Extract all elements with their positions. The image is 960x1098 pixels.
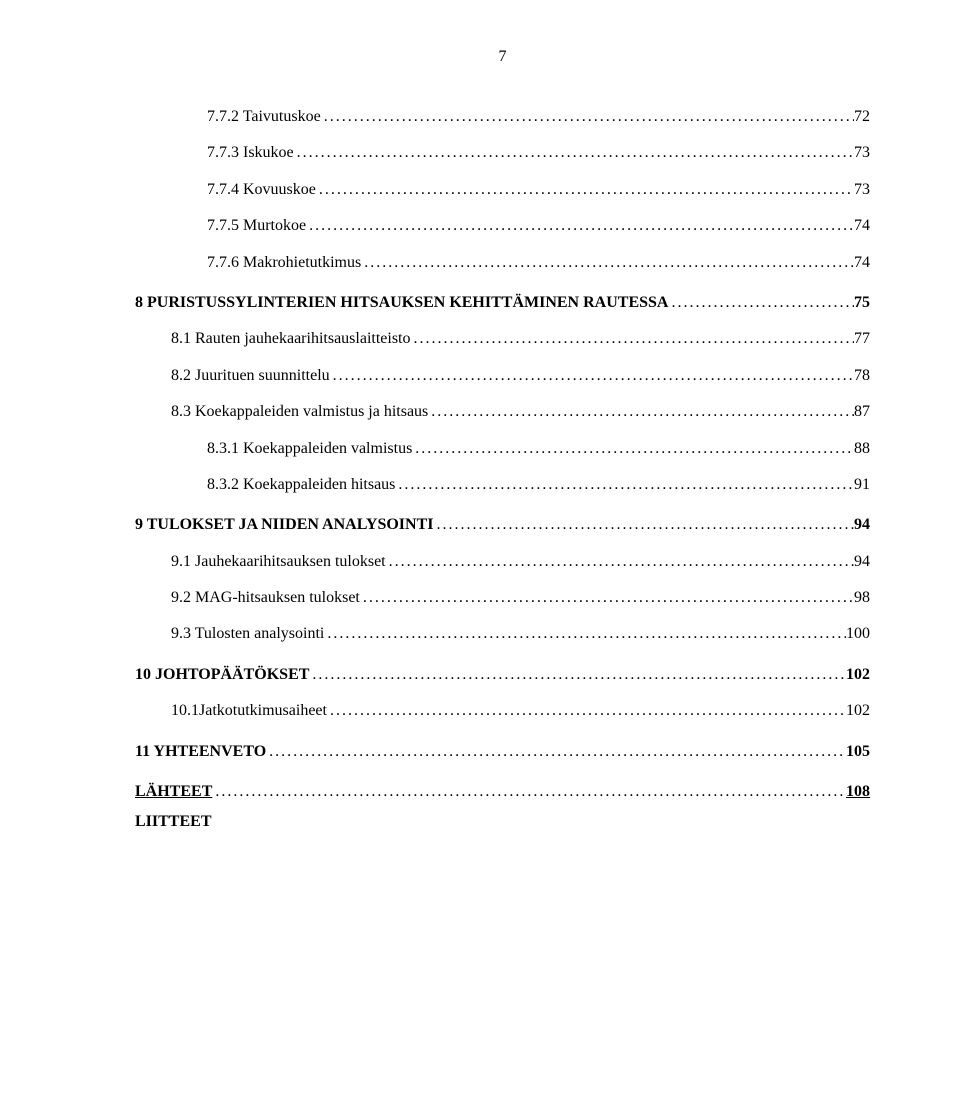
toc-entry: 7.7.6 Makrohietutkimus..................… [135, 248, 870, 278]
toc-entry-page: 72 [854, 102, 870, 132]
toc-entry: 10.1Jatkotutkimusaiheet.................… [135, 696, 870, 726]
toc-entry-text: 8.3.2 Koekappaleiden hitsaus [207, 470, 395, 500]
page-number: 7 [135, 48, 870, 66]
toc-entry: 8.1 Rauten jauhekaarihitsauslaitteisto..… [135, 324, 870, 354]
toc-entry-page: 73 [854, 138, 870, 168]
toc-entry-text: 9.3 Tulosten analysointi [171, 619, 324, 649]
toc-entry-page: 94 [854, 510, 870, 540]
toc-dot-leader: ........................................… [395, 470, 854, 500]
toc-dot-leader: ........................................… [316, 175, 854, 205]
toc-dot-leader: ........................................… [266, 737, 846, 767]
toc-entry: 7.7.4 Kovuuskoe.........................… [135, 175, 870, 205]
toc-entry-page: 108 [846, 777, 870, 807]
toc-dot-leader: ........................................… [360, 583, 854, 613]
toc-entry-page: 75 [854, 288, 870, 318]
toc-entry-text: 9 TULOKSET JA NIIDEN ANALYSOINTI [135, 510, 433, 540]
toc-entry-text: 7.7.6 Makrohietutkimus [207, 248, 361, 278]
toc-dot-leader: ........................................… [294, 138, 854, 168]
toc-dot-leader: ........................................… [668, 288, 854, 318]
toc-entry-text: 8.3.1 Koekappaleiden valmistus [207, 434, 412, 464]
toc-entry-text: 7.7.3 Iskukoe [207, 138, 294, 168]
toc-entry-page: 105 [846, 737, 870, 767]
toc-entry-page: 91 [854, 470, 870, 500]
toc-entry-page: 94 [854, 547, 870, 577]
toc-entry-text: 7.7.5 Murtokoe [207, 211, 306, 241]
toc-entry-page: 87 [854, 397, 870, 427]
toc-entry-page: 77 [854, 324, 870, 354]
toc-entry-page: 98 [854, 583, 870, 613]
toc-entry-text: 10 JOHTOPÄÄTÖKSET [135, 660, 309, 690]
toc-entry-text: 9.1 Jauhekaarihitsauksen tulokset [171, 547, 386, 577]
toc-entry-text: 8.2 Juurituen suunnittelu [171, 361, 330, 391]
toc-dot-leader: ........................................… [386, 547, 854, 577]
toc-entry-text: 10.1Jatkotutkimusaiheet [171, 696, 327, 726]
toc-entry-page: 78 [854, 361, 870, 391]
toc-dot-leader: ........................................… [309, 660, 846, 690]
toc-dot-leader: ........................................… [361, 248, 854, 278]
toc-dot-leader: ........................................… [411, 324, 855, 354]
toc-dot-leader: ........................................… [212, 777, 846, 807]
toc-entry: LÄHTEET.................................… [135, 777, 870, 807]
toc-entry-page: 73 [854, 175, 870, 205]
toc-entry: 8 PURISTUSSYLINTERIEN HITSAUKSEN KEHITTÄ… [135, 288, 870, 318]
toc-entry: 9 TULOKSET JA NIIDEN ANALYSOINTI........… [135, 510, 870, 540]
toc-entry-text: 7.7.4 Kovuuskoe [207, 175, 316, 205]
toc-entry: 9.1 Jauhekaarihitsauksen tulokset.......… [135, 547, 870, 577]
toc-entry: 9.3 Tulosten analysointi................… [135, 619, 870, 649]
toc-entry: 11 YHTEENVETO...........................… [135, 737, 870, 767]
toc-entry-page: 102 [846, 696, 870, 726]
toc-dot-leader: ........................................… [306, 211, 854, 241]
toc-entry: 8.3 Koekappaleiden valmistus ja hitsaus.… [135, 397, 870, 427]
toc-entry-page: 102 [846, 660, 870, 690]
toc-dot-leader: ........................................… [428, 397, 854, 427]
toc-entry: 9.2 MAG-hitsauksen tulokset.............… [135, 583, 870, 613]
toc-entry-text: 8.1 Rauten jauhekaarihitsauslaitteisto [171, 324, 411, 354]
toc-entry: 10 JOHTOPÄÄTÖKSET.......................… [135, 660, 870, 690]
toc-dot-leader: ........................................… [321, 102, 854, 132]
toc-entry-text: 8.3 Koekappaleiden valmistus ja hitsaus [171, 397, 428, 427]
toc-dot-leader: ........................................… [412, 434, 854, 464]
toc-dot-leader: ........................................… [330, 361, 854, 391]
toc-entry-text: 11 YHTEENVETO [135, 737, 266, 767]
toc-entry: 8.3.2 Koekappaleiden hitsaus............… [135, 470, 870, 500]
toc-entry-page: 88 [854, 434, 870, 464]
toc-entry-page: 74 [854, 248, 870, 278]
toc-dot-leader: ........................................… [327, 696, 846, 726]
toc-entry: 7.7.2 Taivutuskoe.......................… [135, 102, 870, 132]
toc-entry: 7.7.3 Iskukoe...........................… [135, 138, 870, 168]
toc-entry: 8.2 Juurituen suunnittelu...............… [135, 361, 870, 391]
toc-entry: 7.7.5 Murtokoe..........................… [135, 211, 870, 241]
toc-entry-text: 7.7.2 Taivutuskoe [207, 102, 321, 132]
toc-entry-page: 100 [846, 619, 870, 649]
toc-entry-text: 9.2 MAG-hitsauksen tulokset [171, 583, 360, 613]
liitteet-label: LIITTEET [135, 813, 870, 831]
table-of-contents: 7.7.2 Taivutuskoe.......................… [135, 102, 870, 807]
toc-entry-page: 74 [854, 211, 870, 241]
toc-entry-text: 8 PURISTUSSYLINTERIEN HITSAUKSEN KEHITTÄ… [135, 288, 668, 318]
toc-dot-leader: ........................................… [433, 510, 854, 540]
toc-entry: 8.3.1 Koekappaleiden valmistus..........… [135, 434, 870, 464]
toc-dot-leader: ........................................… [324, 619, 846, 649]
toc-entry-text: LÄHTEET [135, 777, 212, 807]
